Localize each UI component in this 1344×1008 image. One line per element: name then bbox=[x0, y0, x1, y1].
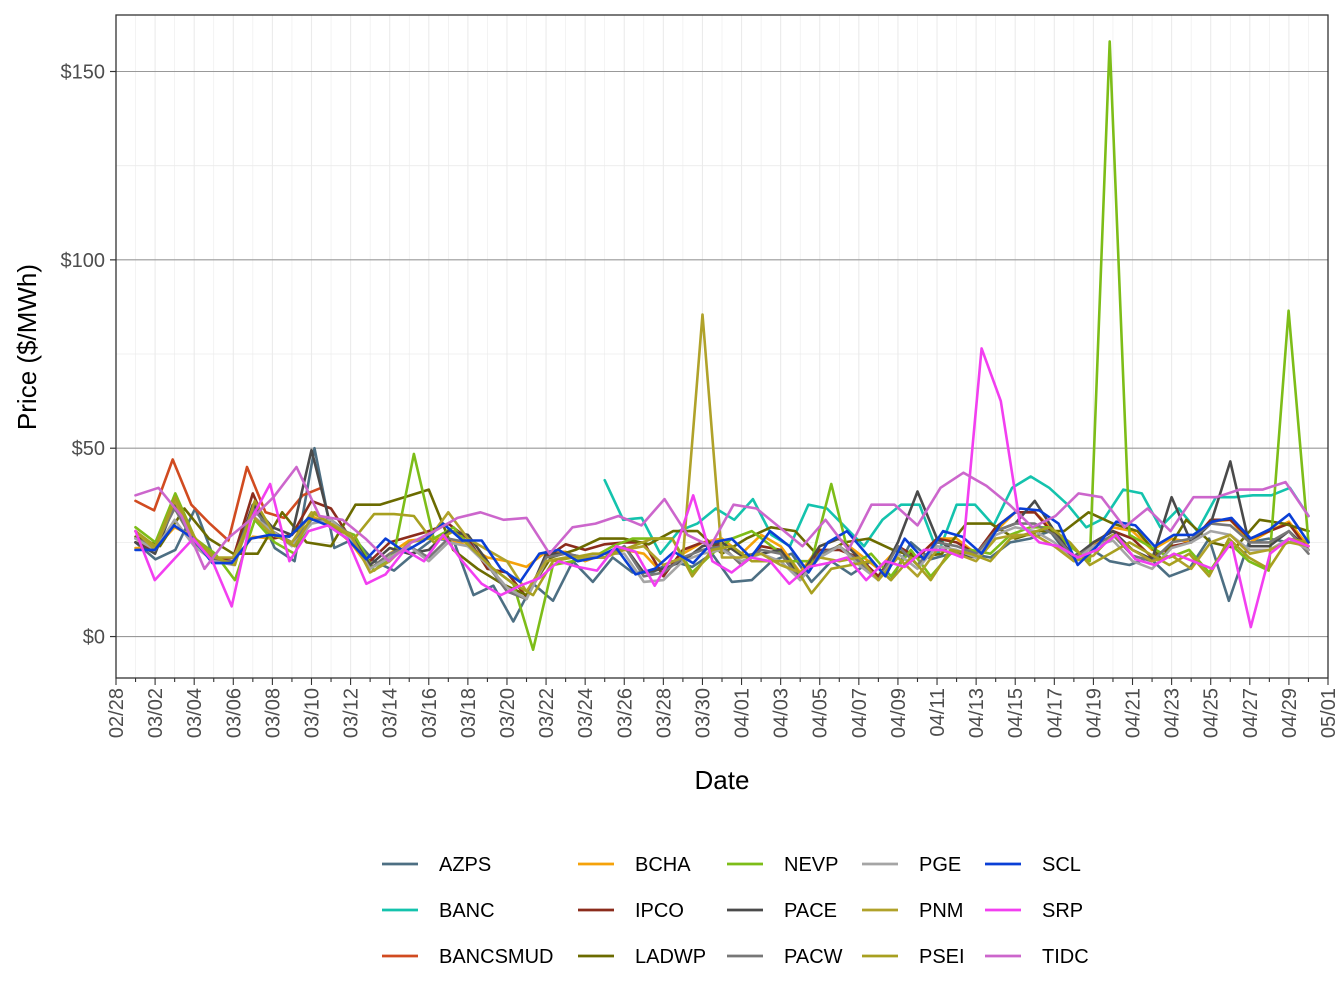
x-tick-label: 04/11 bbox=[927, 688, 949, 737]
x-tick-label: 03/10 bbox=[301, 688, 323, 738]
x-tick-label: 04/03 bbox=[771, 688, 793, 738]
y-tick-label: $50 bbox=[72, 438, 105, 460]
legend-label-bancsmud: BANCSMUD bbox=[439, 946, 553, 968]
x-tick-label: 03/26 bbox=[614, 688, 636, 738]
y-tick-label: $100 bbox=[61, 250, 106, 272]
x-tick-label: 04/07 bbox=[849, 688, 871, 738]
y-tick-label: $0 bbox=[83, 627, 105, 649]
x-tick-label: 04/17 bbox=[1044, 688, 1066, 738]
legend: AZPS BANC BANCSMUD BCHA IPCO LADWP NEVP PACE PAC… bbox=[382, 854, 1089, 968]
x-tick-label: 04/25 bbox=[1201, 688, 1223, 738]
x-tick-label: 03/08 bbox=[262, 688, 284, 738]
x-tick-label: 04/15 bbox=[1005, 688, 1027, 738]
series-line-bancsmud bbox=[134, 458, 323, 542]
x-tick-label: 04/01 bbox=[732, 688, 754, 738]
x-tick-label: 03/06 bbox=[223, 688, 245, 738]
x-tick-label: 03/28 bbox=[653, 688, 675, 738]
x-tick-label: 04/09 bbox=[888, 688, 910, 738]
x-tick-label: 04/19 bbox=[1083, 688, 1105, 738]
x-tick-label: 02/28 bbox=[106, 688, 128, 738]
series-line-srp bbox=[134, 347, 1310, 629]
legend-label-banc: BANC bbox=[439, 900, 495, 922]
legend-label-srp: SRP bbox=[1042, 900, 1083, 922]
x-axis-title: Date bbox=[695, 765, 750, 795]
y-axis-title: Price ($/MWh) bbox=[12, 264, 42, 430]
x-tick-label: 04/27 bbox=[1240, 688, 1262, 738]
legend-label-pnm: PNM bbox=[919, 900, 963, 922]
x-tick-label: 04/21 bbox=[1123, 688, 1145, 738]
legend-label-nevp: NEVP bbox=[784, 854, 838, 876]
x-axis: 02/28 03/02 03/04 03/06 03/08 03/10 03/12 03/14… bbox=[106, 678, 1340, 738]
legend-label-psei: PSEI bbox=[919, 946, 965, 968]
x-tick-label: 03/30 bbox=[692, 688, 714, 738]
x-tick-label: 04/29 bbox=[1279, 688, 1301, 738]
x-tick-label: 03/22 bbox=[536, 688, 558, 738]
legend-label-bcha: BCHA bbox=[635, 854, 691, 876]
x-tick-label: 03/12 bbox=[341, 688, 363, 738]
y-axis: $0 $50 $100 $150 bbox=[61, 62, 116, 649]
legend-label-pge: PGE bbox=[919, 854, 961, 876]
series-line-psei bbox=[134, 495, 1310, 597]
series-lines bbox=[134, 40, 1310, 651]
x-tick-label: 04/05 bbox=[810, 688, 832, 738]
x-tick-label: 03/18 bbox=[458, 688, 480, 738]
legend-label-ladwp: LADWP bbox=[635, 946, 706, 968]
x-tick-label: 03/16 bbox=[419, 688, 441, 738]
legend-label-ipco: IPCO bbox=[635, 900, 684, 922]
x-tick-label: 03/24 bbox=[575, 688, 597, 738]
legend-label-pace: PACE bbox=[784, 900, 837, 922]
legend-label-pacw: PACW bbox=[784, 946, 843, 968]
x-tick-label: 05/01 bbox=[1318, 688, 1340, 738]
x-tick-label: 03/14 bbox=[380, 688, 402, 738]
y-tick-label: $150 bbox=[61, 62, 106, 84]
major-gridlines bbox=[116, 70, 1328, 638]
legend-label-tidc: TIDC bbox=[1042, 946, 1089, 968]
legend-label-azps: AZPS bbox=[439, 854, 491, 876]
x-tick-label: 03/04 bbox=[184, 688, 206, 738]
legend-label-scl: SCL bbox=[1042, 854, 1081, 876]
x-tick-label: 03/20 bbox=[497, 688, 519, 738]
x-tick-label: 03/02 bbox=[145, 688, 167, 738]
series-line-tidc bbox=[134, 465, 1310, 571]
x-tick-label: 04/13 bbox=[966, 688, 988, 738]
x-tick-label: 04/23 bbox=[1162, 688, 1184, 738]
